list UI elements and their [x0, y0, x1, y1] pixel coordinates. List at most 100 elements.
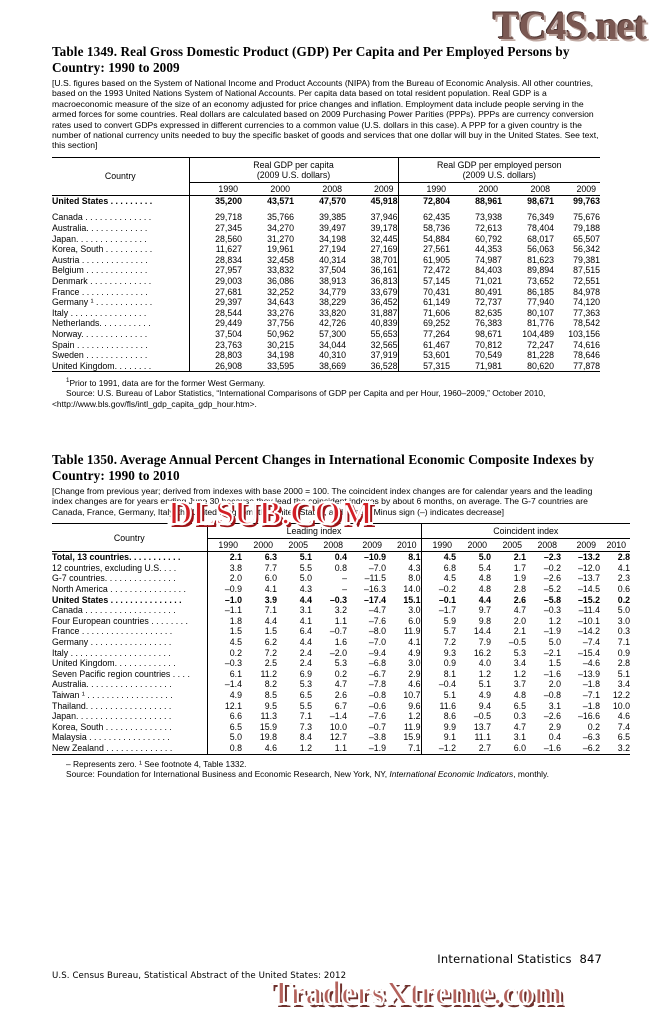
table-row: Total, 13 countries. . . . . . . . . . .… — [52, 551, 630, 563]
data-cell: 3.1 — [299, 605, 312, 616]
data-cell: –7.6 — [368, 615, 386, 626]
row-label: Japan. . . . . . . . . . . . . . . . . .… — [52, 711, 172, 722]
data-cell: 0.9 — [420, 658, 457, 669]
row-label: United Kingdom. . . . . . . . — [52, 360, 189, 373]
data-cell: 4.1 — [408, 636, 421, 647]
row-label: North America . . . . . . . . . . . . . … — [52, 584, 186, 594]
table-row: France . . . . . . . . . . . . . . 27,681… — [52, 286, 600, 298]
column-header-year: 2010 — [600, 538, 631, 553]
column-header-year: 2005 — [491, 538, 527, 553]
data-cell: –1.4 — [329, 711, 347, 722]
data-cell: 4.6 — [408, 679, 421, 690]
data-cell: 6.3 — [264, 552, 277, 563]
data-cell: 1.2 — [513, 668, 527, 679]
data-cell: 5.7 — [420, 626, 457, 637]
data-cell: 6.9 — [299, 668, 312, 679]
page-footer-right: International Statistics 847 — [437, 952, 602, 966]
data-cell: 4.9 — [408, 647, 421, 658]
data-cell: 5.5 — [299, 700, 312, 711]
data-cell: 2.5 — [264, 658, 277, 669]
data-cell: –13.9 — [578, 668, 601, 679]
data-cell: 3.9 — [264, 594, 277, 605]
table-row: United Kingdom. . . . . . . . 26,908 33,59… — [52, 360, 601, 373]
data-cell: 9.5 — [264, 700, 277, 711]
row-label: Germany . . . . . . . . . . . . . . . . … — [52, 636, 172, 647]
row-label: Seven Pacific region countries . . . . — [52, 668, 190, 679]
data-cell: –16.3 — [363, 584, 386, 594]
data-cell: 89,894 — [527, 265, 555, 276]
data-cell: 39,497 — [319, 223, 346, 234]
data-cell: 57,300 — [319, 328, 346, 339]
data-cell: 7.4 — [617, 721, 631, 732]
data-cell: 80,107 — [527, 307, 555, 318]
data-cell: 7.2 — [420, 636, 457, 648]
column-header-country: Country — [52, 523, 207, 553]
row-label: Italy . . . . . . . . . . . . . . . . . … — [52, 647, 171, 658]
data-cell: 2.6 — [334, 689, 347, 700]
group-header-line-2: (2009 U.S. dollars) — [256, 169, 331, 180]
data-cell: 9.6 — [408, 700, 421, 711]
data-cell: –1.6 — [543, 668, 562, 679]
table-1349-header-row-1: Country Real GDP per capita (2009 U.S. d… — [52, 156, 601, 196]
data-cell: 7.1 — [617, 636, 631, 647]
data-cell: 0.9 — [617, 647, 631, 658]
data-cell: 8.6 — [420, 711, 457, 722]
row-label: 12 countries, excluding U.S. . . . — [52, 562, 177, 573]
data-cell: 4.5 — [420, 573, 457, 584]
data-cell: 8.1 — [420, 668, 457, 680]
data-cell: 72,737 — [475, 297, 503, 308]
row-label: Korea, South . . . . . . . . . . . . . . — [52, 721, 172, 732]
source-label: Source: — [66, 768, 95, 779]
column-header-year: 1990 — [188, 182, 242, 196]
data-cell: 4.7 — [334, 679, 347, 690]
column-group-header-leading-index: Leading index — [206, 523, 422, 540]
data-cell: 15.9 — [403, 732, 421, 743]
data-cell: 34,198 — [319, 233, 346, 244]
data-cell: –13.7 — [578, 573, 601, 584]
data-cell: –1.1 — [206, 605, 242, 616]
data-cell: 1.2 — [408, 711, 421, 722]
data-cell: –11.4 — [578, 605, 601, 616]
data-cell: 5.9 — [420, 615, 457, 627]
row-label: France . . . . . . . . . . . . . . . . .… — [52, 626, 173, 637]
data-cell: 1.1 — [312, 742, 347, 755]
data-cell: –7.1 — [582, 689, 601, 700]
row-label: Austria . . . . . . . . . . . . . . — [52, 254, 148, 265]
data-cell: –0.9 — [206, 584, 242, 595]
data-cell: 2.8 — [513, 584, 527, 594]
data-cell: 37,756 — [267, 318, 294, 329]
data-cell: 3.2 — [334, 605, 347, 616]
data-cell: 2.9 — [408, 668, 421, 679]
table-row: Thailand. . . . . . . . . . . . . . . . … — [52, 700, 630, 712]
data-cell: 2.1 — [513, 626, 527, 637]
row-label: Korea, South . . . . . . . . . . — [52, 244, 153, 255]
data-cell: 19,961 — [267, 244, 294, 255]
data-cell: 38,229 — [319, 297, 346, 308]
data-cell: –1.9 — [543, 626, 562, 637]
data-cell: –0.8 — [543, 689, 562, 700]
column-header-year: 2009 — [346, 182, 399, 196]
data-cell: 12.1 — [206, 700, 242, 712]
group-header-line-2: (2009 U.S. dollars) — [462, 169, 536, 180]
data-cell: 6.5 — [206, 721, 242, 733]
data-cell: –1.9 — [347, 742, 386, 755]
table-1349-notes: 1Prior to 1991, data are for the former … — [52, 376, 600, 408]
data-cell: –0.5 — [473, 711, 492, 722]
data-cell: –6.8 — [368, 658, 386, 669]
column-header-year: 2005 — [277, 538, 312, 553]
data-cell: –10.1 — [578, 615, 601, 626]
column-header-year: 2008 — [526, 538, 562, 553]
table-row: Canada . . . . . . . . . . . . . . . . .… — [52, 605, 630, 616]
table-1350-body: Total, 13 countries. . . . . . . . . . .… — [52, 551, 631, 755]
row-label: G-7 countries. . . . . . . . . . . . . .… — [52, 573, 176, 584]
data-cell: 9.7 — [478, 605, 492, 616]
data-cell: 38,913 — [319, 276, 346, 286]
data-cell: –0.8 — [368, 689, 386, 700]
table-row: North America . . . . . . . . . . . . . … — [52, 584, 630, 595]
column-header-year: 2010 — [386, 538, 422, 553]
data-cell: 4.7 — [513, 721, 527, 732]
data-cell: 32,252 — [267, 286, 294, 297]
table-row: Japan. . . . . . . . . . . . . . . 28,560… — [52, 233, 600, 245]
row-label: Total, 13 countries. . . . . . . . . . . — [52, 552, 181, 563]
table-row: New Zealand . . . . . . . . . . . . . .0… — [52, 742, 631, 755]
